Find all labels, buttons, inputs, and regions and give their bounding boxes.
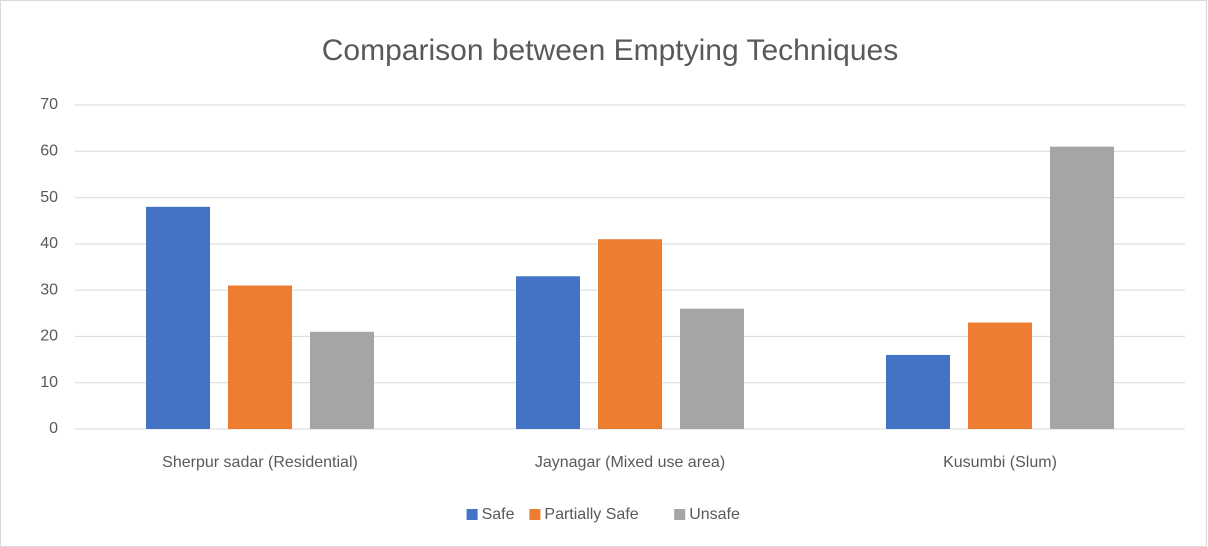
y-tick-label: 30	[40, 281, 58, 298]
y-tick-label: 10	[40, 374, 58, 391]
legend-label: Safe	[482, 506, 515, 523]
y-tick-label: 40	[40, 235, 58, 252]
bar	[598, 239, 662, 429]
y-tick-label: 20	[40, 328, 58, 345]
legend-label: Partially Safe	[544, 506, 638, 523]
bar	[1050, 146, 1114, 429]
bar	[680, 308, 744, 429]
chart-title: Comparison between Emptying Techniques	[322, 34, 898, 67]
bar	[310, 331, 374, 429]
legend-label: Unsafe	[689, 506, 740, 523]
x-tick-label: Kusumbi (Slum)	[943, 454, 1057, 471]
x-tick-label: Sherpur sadar (Residential)	[162, 454, 358, 471]
legend-swatch	[529, 509, 541, 520]
bar	[968, 322, 1032, 429]
y-tick-label: 70	[40, 96, 58, 113]
legend-swatch	[674, 509, 686, 520]
bar	[516, 276, 580, 429]
legend-swatch	[466, 509, 478, 520]
x-tick-label: Jaynagar (Mixed use area)	[535, 454, 725, 471]
y-tick-label: 60	[40, 143, 58, 160]
bar	[886, 354, 950, 429]
bar	[146, 206, 210, 429]
y-tick-label: 50	[40, 189, 58, 206]
y-tick-label: 0	[49, 420, 58, 437]
bar	[228, 285, 292, 429]
